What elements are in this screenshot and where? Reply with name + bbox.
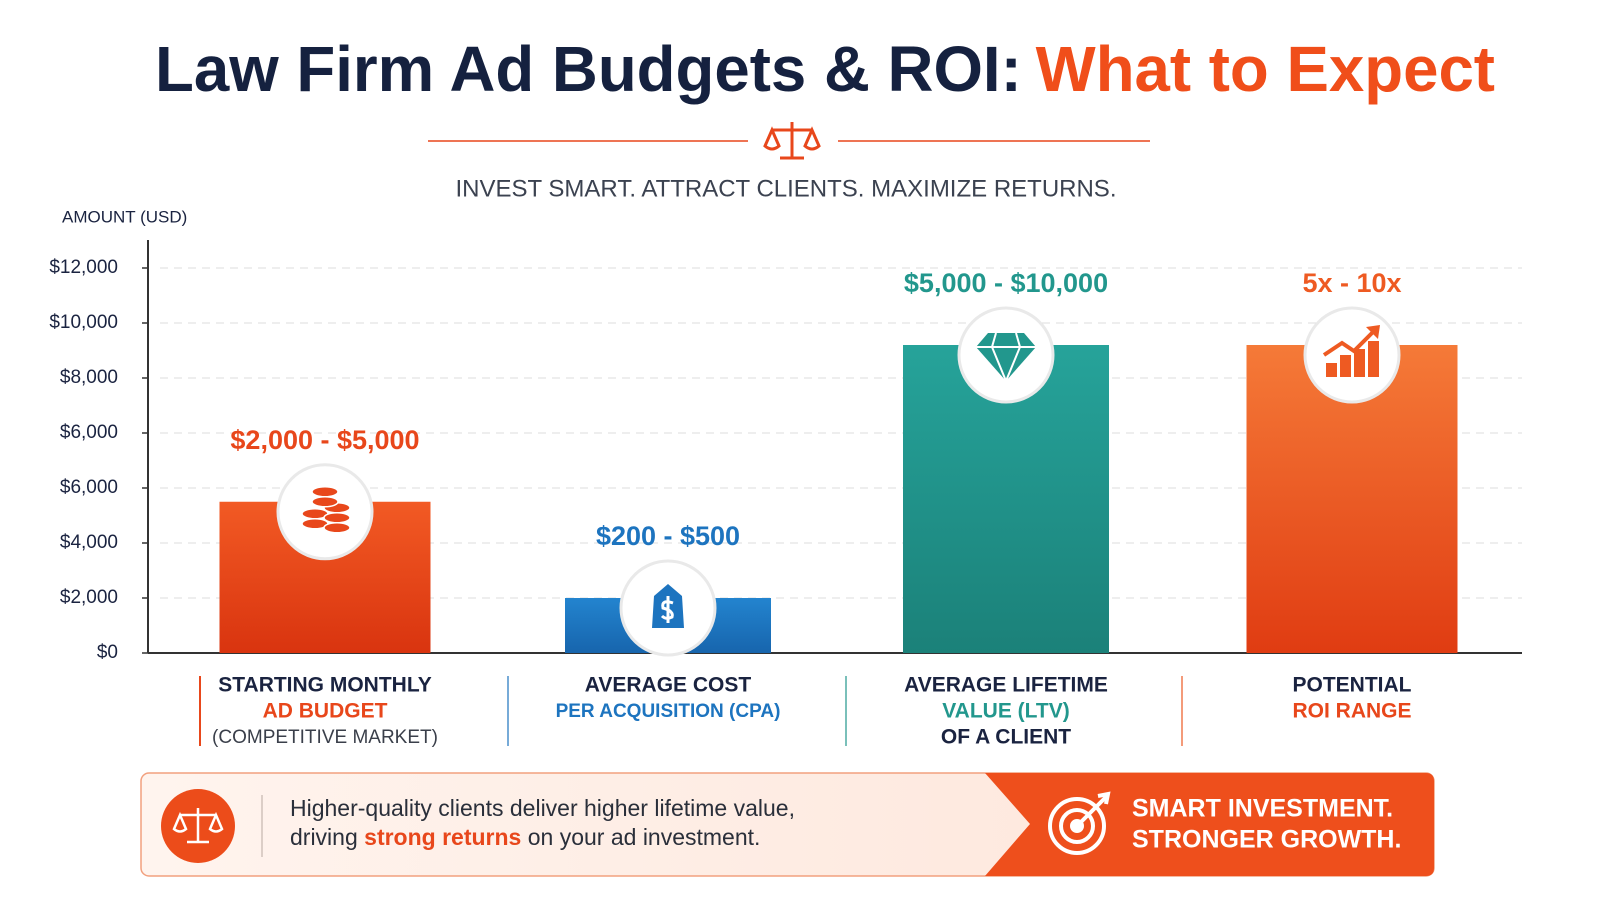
cta-text: STRONGER GROWTH.: [1132, 826, 1401, 854]
category-label: VALUE (LTV): [942, 700, 1070, 723]
category-label: PER ACQUISITION (CPA): [556, 701, 781, 722]
category-label: AVERAGE COST: [585, 674, 752, 697]
footer-emphasis: strong returns: [364, 824, 521, 850]
target-icon: [1048, 791, 1111, 855]
footer-scales: [172, 808, 224, 844]
footer-text: on your ad investment.: [521, 824, 760, 850]
plot: $0 $2,000 $4,000 $6,000 $6,000 $8,000 $10,000 $…: [49, 240, 1522, 749]
dollar: [660, 596, 674, 623]
bar-icon: [276, 463, 374, 561]
y-tick-label: $4,000: [60, 532, 118, 553]
bar-icon: [1303, 306, 1401, 404]
tagline: INVEST SMART. ATTRACT CLIENTS. MAXIMIZE …: [456, 175, 1117, 202]
growth-bar: [1368, 341, 1379, 377]
scales-icon: [763, 122, 821, 160]
y-tick-label: $6,000: [60, 422, 118, 443]
category-label: ROI RANGE: [1292, 700, 1411, 723]
footer-text: driving: [290, 824, 364, 850]
title: Law Firm Ad Budgets & ROI: What to Expect: [155, 33, 1495, 105]
y-tick-label: $2,000: [60, 587, 118, 608]
footer: Higher-quality clients deliver higher li…: [140, 772, 1435, 877]
range-label: $5,000 - $10,000: [904, 268, 1108, 298]
coin: [323, 522, 351, 534]
coin: [311, 496, 339, 508]
icon-circle: [1303, 306, 1401, 404]
y-tick-label: $6,000: [60, 477, 118, 498]
growth-arrow: [1322, 327, 1378, 357]
cta-text: SMART INVESTMENT.: [1132, 795, 1393, 823]
range-label: 5x - 10x: [1302, 268, 1401, 298]
title-main: Law Firm Ad Budgets & ROI: [155, 33, 1001, 105]
footer-text: driving strong returns on your ad invest…: [290, 824, 760, 850]
facets: [976, 332, 1036, 384]
footer-text: Higher-quality clients deliver higher li…: [290, 795, 795, 821]
bar-icon: [957, 306, 1055, 404]
category-label: POTENTIAL: [1293, 674, 1412, 697]
arrow-head: [1366, 325, 1380, 339]
coin: [323, 512, 351, 524]
category-label: AVERAGE LIFETIME: [904, 674, 1108, 697]
y-tick-label: $8,000: [60, 367, 118, 388]
category-label: OF A CLIENT: [941, 726, 1071, 749]
footer-cta-panel: [985, 773, 1434, 876]
y-tick-label: $12,000: [49, 257, 118, 278]
title-accent: What to Expect: [1036, 33, 1495, 105]
bar-icon: [619, 559, 717, 657]
y-tick-label: $10,000: [49, 312, 118, 333]
diamond: [976, 333, 1036, 381]
y-tick-label: $0: [97, 642, 118, 663]
category-label: STARTING MONTHLY: [218, 674, 432, 697]
growth-bar: [1340, 355, 1351, 377]
y-axis-label: AMOUNT (USD): [62, 207, 187, 226]
coin: [311, 486, 339, 498]
category-label: AD BUDGET: [263, 700, 388, 723]
range-label: $2,000 - $5,000: [230, 425, 419, 455]
title-colon: :: [1001, 33, 1022, 105]
growth-bar: [1354, 349, 1365, 377]
growth-bar: [1326, 363, 1337, 377]
category-label: (COMPETITIVE MARKET): [212, 727, 438, 748]
range-label: $200 - $500: [596, 521, 740, 551]
